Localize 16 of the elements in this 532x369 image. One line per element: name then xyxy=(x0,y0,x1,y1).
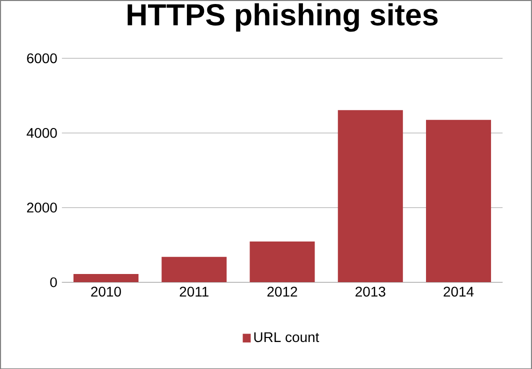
y-tick-label: 0 xyxy=(50,277,57,287)
bar xyxy=(426,120,492,282)
y-tick-label: 6000 xyxy=(27,53,57,64)
x-tick-label: 2012 xyxy=(267,286,298,296)
x-tick-label: 2014 xyxy=(444,286,474,296)
legend-label: URL count xyxy=(254,332,320,342)
x-tick-label: 2011 xyxy=(180,286,208,296)
chart-title: HTTPS phishing sites xyxy=(128,2,438,32)
bar xyxy=(250,241,315,282)
x-tick-label: 2013 xyxy=(356,286,386,296)
y-tick-label: 2000 xyxy=(27,202,57,212)
bar xyxy=(73,274,138,282)
bar xyxy=(338,110,403,282)
y-tick-label: 4000 xyxy=(26,128,57,138)
bar xyxy=(162,256,227,282)
x-tick-label: 2010 xyxy=(91,286,121,296)
